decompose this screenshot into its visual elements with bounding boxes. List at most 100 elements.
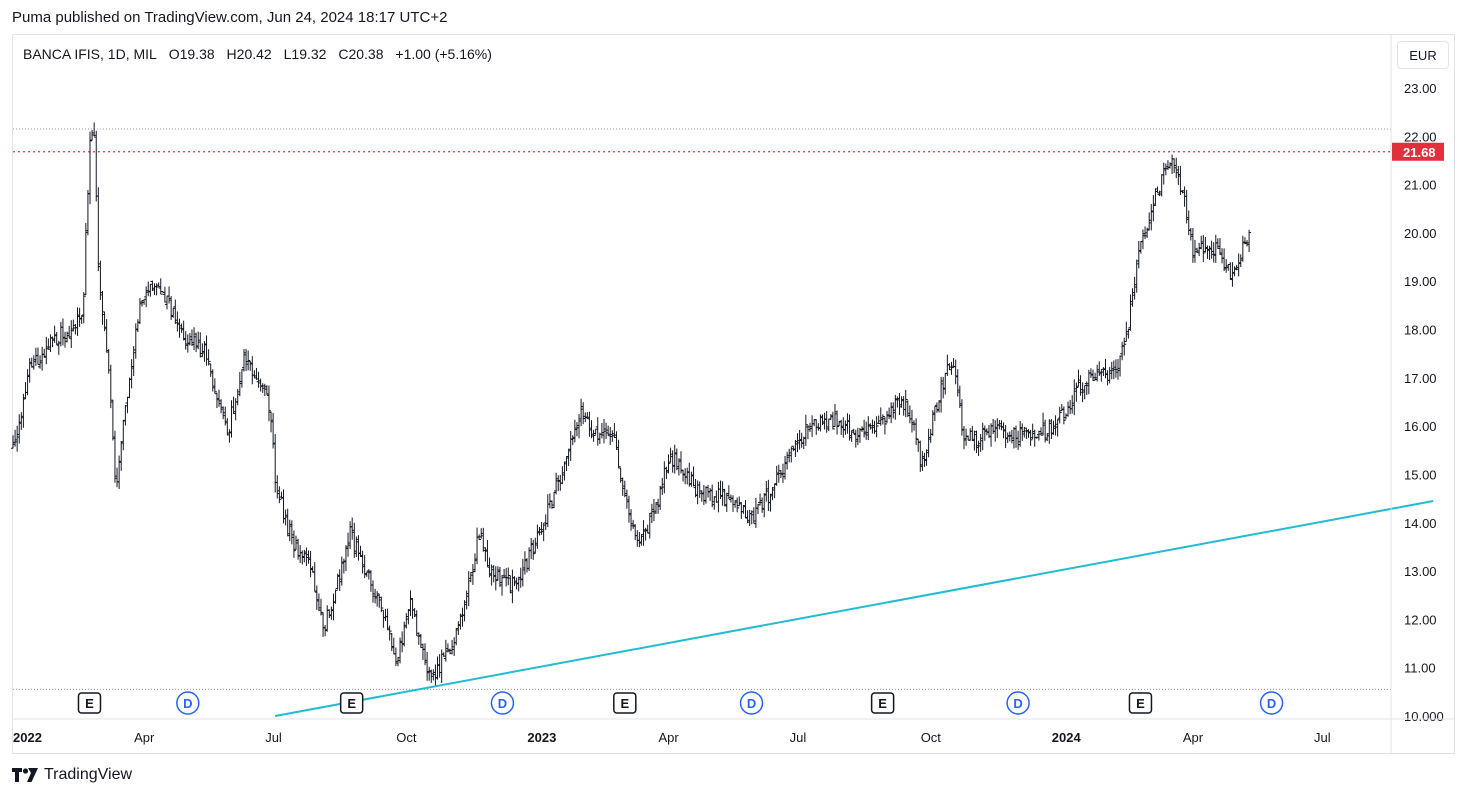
dividend-marker[interactable]: D [739, 691, 764, 715]
ohlc-bar [214, 392, 219, 409]
ohlc-bar [433, 664, 438, 687]
ohlc-bar [327, 609, 332, 618]
ohlc-bar [44, 336, 49, 365]
ohlc-bar [654, 502, 659, 514]
ohlc-bar [1174, 157, 1179, 179]
ohlc-bar [1238, 254, 1243, 268]
ohlc-bar [656, 498, 661, 514]
ohlc-bar [631, 519, 636, 529]
publish-line: Puma published on TradingView.com, Jun 2… [12, 9, 448, 26]
ohlc-bar [385, 608, 390, 631]
ohlc-bar [158, 278, 163, 295]
ohlc-bar [1161, 162, 1166, 185]
ohlc-bar [217, 389, 222, 407]
ohlc-bar [46, 338, 51, 350]
ohlc-bar [855, 427, 860, 446]
ohlc-bar [552, 491, 557, 509]
ohlc-bar [58, 321, 63, 347]
ohlc-bar [462, 600, 467, 622]
ohlc-bar [828, 413, 833, 420]
earnings-marker[interactable]: E [613, 692, 637, 714]
ohlc-bar [189, 329, 194, 347]
ohlc-bar [839, 419, 844, 436]
dividend-marker[interactable]: D [176, 691, 200, 715]
ohlc-bar [1024, 427, 1029, 439]
ohlc-bar [1109, 361, 1114, 380]
ohlc-bar [581, 402, 586, 425]
ohlc-bars [11, 122, 1252, 687]
ohlc-bar [880, 414, 885, 425]
legend-low: 19.32 [291, 46, 327, 62]
legend-change: +1.00 (+5.16%) [395, 46, 492, 62]
ohlc-bar [670, 450, 675, 473]
legend-low-label: L [283, 46, 292, 62]
ohlc-bar [824, 411, 829, 433]
ohlc-bar [502, 568, 507, 578]
ohlc-bar [408, 590, 413, 617]
trendline [275, 500, 1434, 717]
ohlc-bar [23, 381, 28, 399]
ohlc-bar [1115, 359, 1120, 380]
ohlc-bar [192, 327, 197, 351]
ohlc-bar [980, 422, 985, 451]
ohlc-bar [98, 260, 103, 300]
ohlc-bar [1228, 262, 1233, 280]
ohlc-bar [389, 632, 394, 652]
trendline-layer [275, 500, 1434, 717]
ohlc-bar [414, 610, 419, 636]
ohlc-bar [1153, 188, 1158, 206]
ohlc-bar [291, 530, 296, 558]
ohlc-bar [903, 389, 908, 418]
ohlc-bar [1105, 370, 1110, 386]
ohlc-bar [785, 451, 790, 470]
ohlc-bar [868, 423, 873, 430]
ohlc-bar [953, 359, 958, 385]
earnings-marker[interactable]: E [339, 692, 364, 714]
x-tick-label: Apr [1183, 730, 1204, 745]
ohlc-bar [33, 347, 38, 366]
tradingview-logo[interactable]: TradingView [12, 766, 132, 784]
ohlc-bar [629, 509, 634, 531]
chart-frame[interactable] [12, 34, 1455, 754]
ohlc-bar [481, 527, 486, 552]
ohlc-bar [1076, 369, 1081, 387]
ohlc-bar [718, 480, 723, 500]
dividend-marker[interactable]: D [490, 691, 515, 715]
ohlc-bar [976, 440, 981, 457]
price-axis: 23.00 22.00 21.00 20.00 19.00 18.00 17.00 16.00… [1390, 35, 1444, 754]
dividend-marker[interactable]: D [1259, 691, 1284, 715]
ohlc-bar [1236, 253, 1241, 277]
ohlc-bar [878, 407, 883, 426]
ohlc-bar [701, 484, 706, 505]
ohlc-bar [745, 510, 750, 524]
ohlc-bar [599, 422, 604, 439]
dividend-marker[interactable]: D [1006, 691, 1030, 715]
ohlc-bar [52, 325, 57, 343]
ohlc-bar [208, 363, 213, 377]
ohlc-bar [570, 435, 575, 446]
ohlc-bar [63, 331, 68, 348]
ohlc-bar [456, 621, 461, 635]
ohlc-bar [735, 497, 740, 513]
ohlc-bar [939, 376, 944, 413]
ohlc-bar [835, 410, 840, 435]
ohlc-bar [726, 485, 731, 500]
ohlc-bar [181, 320, 186, 341]
ohlc-bar [491, 565, 496, 583]
ohlc-bar [1199, 235, 1204, 250]
ohlc-bar [371, 580, 376, 603]
ohlc-bar [464, 590, 469, 610]
ohlc-bar [167, 286, 172, 304]
currency-button[interactable]: EUR [1397, 41, 1449, 69]
ohlc-bar [1190, 227, 1195, 263]
ohlc-bar [1070, 395, 1075, 414]
earnings-marker[interactable]: E [77, 692, 102, 714]
ohlc-bar [219, 399, 224, 414]
ohlc-bar [624, 489, 629, 509]
ohlc-bar [112, 430, 117, 483]
earnings-marker[interactable]: E [870, 692, 895, 714]
ohlc-bar [1220, 248, 1225, 264]
earnings-marker[interactable]: E [1128, 692, 1153, 714]
ohlc-bar [618, 467, 623, 483]
